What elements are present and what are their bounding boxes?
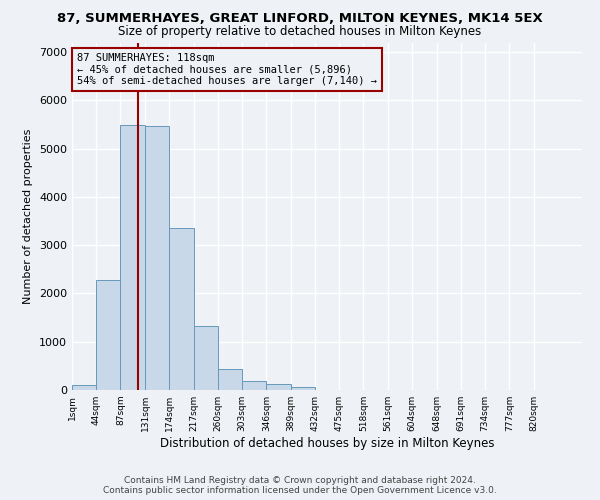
Text: 87 SUMMERHAYES: 118sqm
← 45% of detached houses are smaller (5,896)
54% of semi-: 87 SUMMERHAYES: 118sqm ← 45% of detached… bbox=[77, 53, 377, 86]
Bar bbox=[266, 384, 290, 390]
Bar bbox=[72, 385, 96, 390]
Bar bbox=[121, 124, 145, 390]
Bar bbox=[169, 228, 194, 390]
Bar bbox=[218, 369, 242, 390]
Bar bbox=[145, 126, 169, 390]
X-axis label: Distribution of detached houses by size in Milton Keynes: Distribution of detached houses by size … bbox=[160, 437, 494, 450]
Bar bbox=[242, 381, 266, 390]
Y-axis label: Number of detached properties: Number of detached properties bbox=[23, 128, 34, 304]
Bar bbox=[290, 386, 315, 390]
Text: Contains HM Land Registry data © Crown copyright and database right 2024.
Contai: Contains HM Land Registry data © Crown c… bbox=[103, 476, 497, 495]
Bar bbox=[96, 280, 121, 390]
Text: 87, SUMMERHAYES, GREAT LINFORD, MILTON KEYNES, MK14 5EX: 87, SUMMERHAYES, GREAT LINFORD, MILTON K… bbox=[57, 12, 543, 26]
Bar bbox=[194, 326, 218, 390]
Text: Size of property relative to detached houses in Milton Keynes: Size of property relative to detached ho… bbox=[118, 25, 482, 38]
